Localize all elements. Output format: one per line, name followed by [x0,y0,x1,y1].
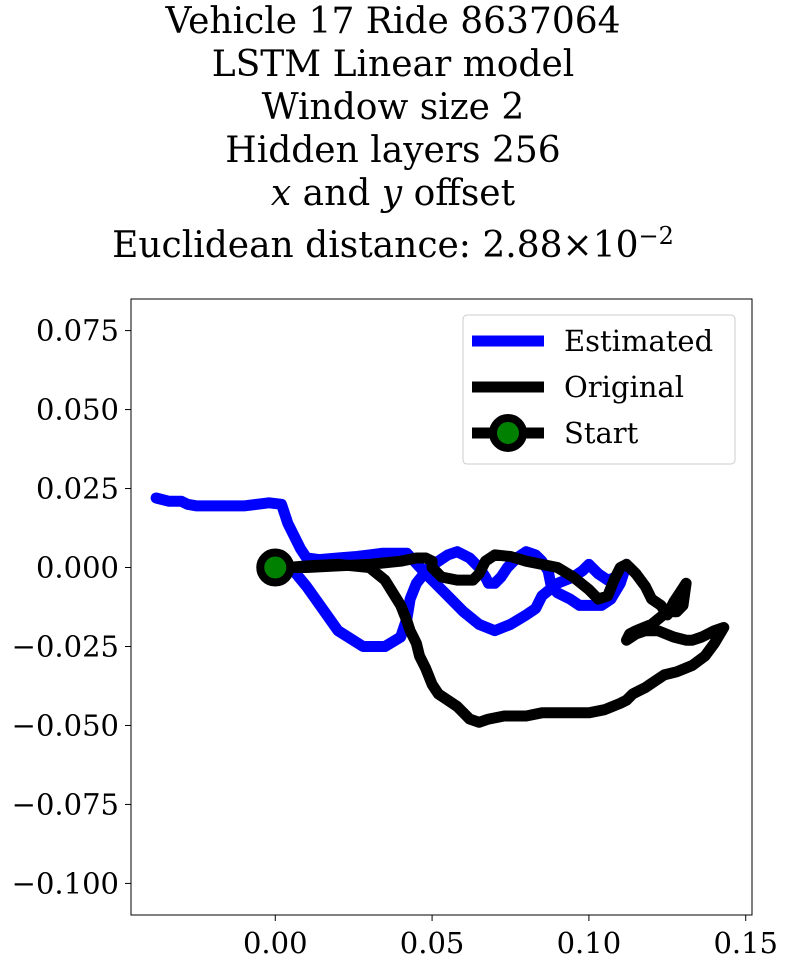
y-tick-label: 0.075 [36,314,119,348]
legend: Estimated Original Start [462,314,736,465]
axes-frame [130,298,753,916]
y-tick-label: −0.075 [12,787,119,821]
title-line-hidden: Hidden layers 256 [225,130,561,171]
y-tick-label: −0.025 [12,629,119,663]
title-x-var: x [270,173,292,214]
y-tick-label: −0.050 [12,708,119,742]
y-tick-label: 0.050 [36,393,119,427]
title-distance-label: Euclidean distance: [112,225,483,266]
legend-box [462,314,736,465]
title-distance-exponent: −2 [638,222,674,250]
series-line-original [269,549,730,728]
title-y-var: y [381,173,403,214]
y-tick-label: 0.000 [36,551,119,585]
ticks-layer: 0.00 0.05 0.10 0.15 0.075 0.050 0.025 0.000 −0.0… [12,314,778,960]
title-line-offset: x and y offset [0,172,786,215]
chart-title: Vehicle 17 Ride 8637064 LSTM Linear mode… [0,0,786,267]
x-tick-label: 0.10 [557,926,622,960]
x-tick-label: 0.15 [713,926,778,960]
y-tick-label: −0.100 [12,866,119,900]
title-line-window: Window size 2 [261,87,525,128]
series-layer [150,492,730,728]
title-distance-mantissa: 2.88 [482,225,563,266]
title-line-vehicle: Vehicle 17 Ride 8637064 [165,1,621,42]
y-tick-label: 0.025 [36,472,119,506]
title-line-model: LSTM Linear model [211,44,575,85]
legend-start-marker [489,414,527,452]
legend-start-label: Start [564,416,639,450]
x-tick-label: 0.00 [243,926,308,960]
title-offset: offset [402,173,516,214]
legend-estimated-label: Estimated [564,324,713,358]
title-distance-times: ×10 [562,225,639,266]
title-line-distance: Euclidean distance: 2.88×10−2 [0,215,786,267]
x-tick-label: 0.05 [400,926,465,960]
start-marker [256,548,295,587]
title-and: and [291,173,382,214]
legend-original-label: Original [564,370,684,404]
